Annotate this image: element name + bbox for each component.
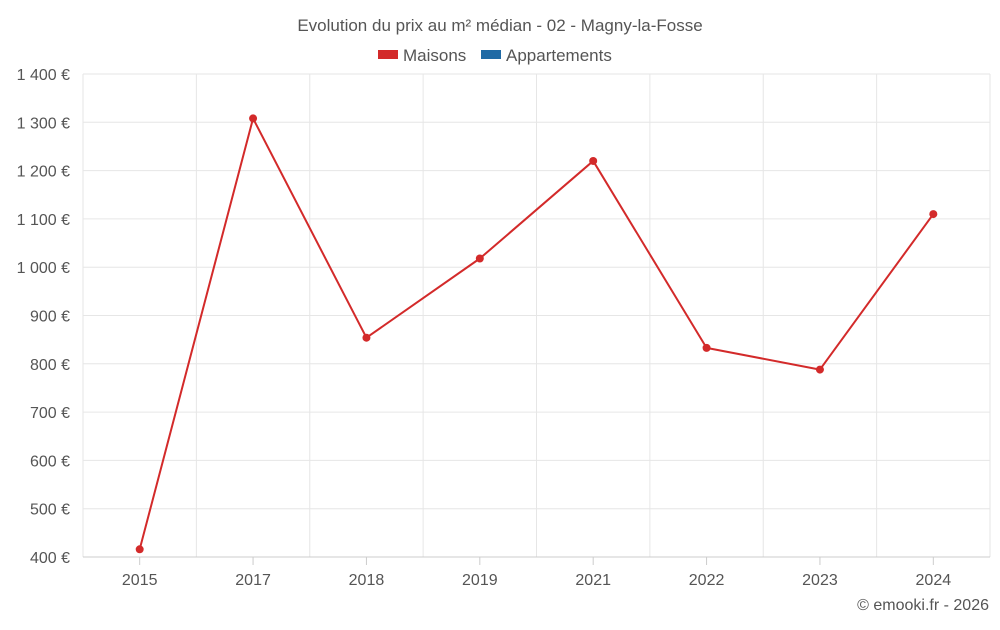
- x-tick-label: 2017: [235, 572, 271, 589]
- data-point-maisons-2024[interactable]: [929, 210, 938, 219]
- y-tick-label: 1 300 €: [17, 115, 70, 132]
- x-tick-label: 2024: [916, 572, 952, 589]
- legend-item-appartements[interactable]: Appartements: [481, 46, 612, 65]
- x-tick-label: 2018: [349, 572, 385, 589]
- y-tick-label: 1 000 €: [17, 260, 70, 277]
- series-maisons: [135, 114, 938, 554]
- legend-swatch-maisons: [378, 50, 398, 59]
- y-tick-label: 1 200 €: [17, 164, 70, 181]
- legend-label-appartements: Appartements: [506, 46, 612, 65]
- y-tick-label: 1 100 €: [17, 212, 70, 229]
- y-tick-label: 700 €: [30, 405, 70, 422]
- x-tick-label: 2015: [122, 572, 158, 589]
- x-tick-label: 2019: [462, 572, 498, 589]
- data-point-maisons-2019[interactable]: [475, 254, 484, 263]
- x-tick-label: 2022: [689, 572, 725, 589]
- legend-item-maisons[interactable]: Maisons: [378, 46, 466, 65]
- series-line-maisons: [138, 117, 935, 550]
- y-tick-label: 800 €: [30, 357, 70, 374]
- y-tick-label: 600 €: [30, 453, 70, 470]
- data-point-maisons-2015[interactable]: [135, 545, 144, 554]
- legend-swatch-appartements: [481, 50, 501, 59]
- x-tick-label: 2021: [575, 572, 611, 589]
- chart-title: Evolution du prix au m² médian - 02 - Ma…: [297, 16, 702, 35]
- data-point-maisons-2022[interactable]: [702, 343, 711, 352]
- y-tick-label: 1 400 €: [17, 67, 70, 84]
- y-tick-label: 400 €: [30, 550, 70, 567]
- legend: Maisons Appartements: [378, 46, 612, 65]
- legend-label-maisons: Maisons: [403, 46, 466, 65]
- axes: 400 € 500 € 600 € 700 € 800 € 900 € 1 000 € 1 1…: [17, 67, 990, 589]
- x-tick-label: 2023: [802, 572, 838, 589]
- data-point-maisons-2017[interactable]: [249, 114, 258, 123]
- credit-text: © emooki.fr - 2026: [857, 597, 989, 614]
- y-tick-label: 500 €: [30, 502, 70, 519]
- data-point-maisons-2023[interactable]: [815, 365, 824, 374]
- y-tick-label: 900 €: [30, 309, 70, 326]
- data-point-maisons-2018[interactable]: [362, 333, 371, 342]
- grid: [82, 73, 991, 557]
- data-point-maisons-2021[interactable]: [589, 156, 598, 165]
